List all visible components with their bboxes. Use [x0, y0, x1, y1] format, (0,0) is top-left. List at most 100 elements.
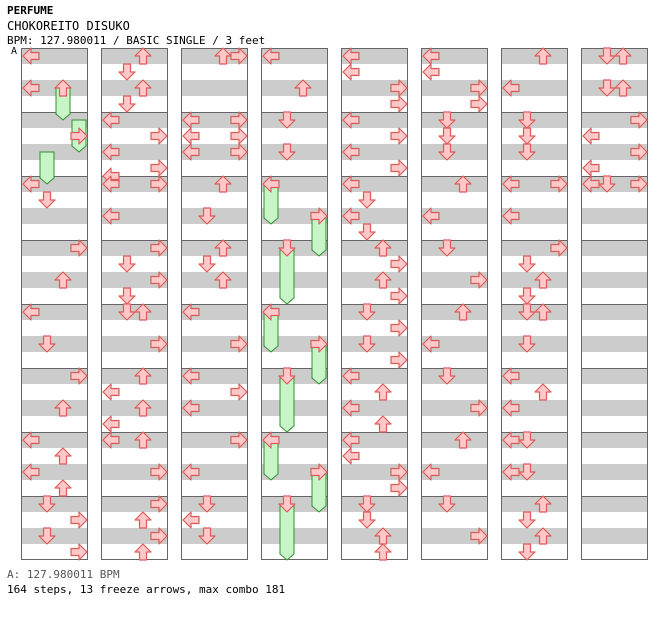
arrow-left-icon: [102, 415, 120, 433]
arrow-right-icon: [230, 143, 248, 161]
arrow-down-icon: [598, 47, 616, 65]
arrow-right-icon: [230, 383, 248, 401]
arrow-right-icon: [630, 175, 648, 193]
arrow-right-icon: [70, 367, 88, 385]
arrow-down-icon: [278, 111, 296, 129]
arrow-left-icon: [262, 431, 280, 449]
beat-stripe: [581, 528, 648, 544]
arrow-down-icon: [518, 111, 536, 129]
arrow-up-icon: [54, 79, 72, 97]
arrow-left-icon: [422, 335, 440, 353]
arrow-down-icon: [118, 95, 136, 113]
arrow-left-icon: [182, 127, 200, 145]
arrow-up-icon: [54, 399, 72, 417]
arrow-right-icon: [310, 207, 328, 225]
arrow-right-icon: [390, 287, 408, 305]
beat-stripe: [581, 208, 648, 224]
arrow-right-icon: [470, 271, 488, 289]
arrow-down-icon: [198, 527, 216, 545]
arrow-down-icon: [358, 511, 376, 529]
arrow-left-icon: [582, 159, 600, 177]
arrow-right-icon: [470, 79, 488, 97]
arrow-left-icon: [342, 47, 360, 65]
arrow-down-icon: [278, 239, 296, 257]
arrow-down-icon: [438, 367, 456, 385]
beat-stripe: [181, 80, 248, 96]
column-border: [261, 48, 328, 560]
arrow-left-icon: [342, 399, 360, 417]
arrow-down-icon: [518, 511, 536, 529]
arrow-up-icon: [134, 511, 152, 529]
arrow-left-icon: [422, 207, 440, 225]
arrow-down-icon: [198, 207, 216, 225]
arrow-down-icon: [38, 191, 56, 209]
arrow-up-icon: [54, 271, 72, 289]
chart-column: [261, 47, 328, 561]
column-border: [421, 48, 488, 560]
arrow-down-icon: [38, 527, 56, 545]
arrow-left-icon: [102, 175, 120, 193]
arrow-left-icon: [342, 447, 360, 465]
arrow-left-icon: [342, 63, 360, 81]
column-border: [21, 48, 88, 560]
arrow-up-icon: [134, 367, 152, 385]
arrow-left-icon: [582, 127, 600, 145]
arrow-left-icon: [22, 463, 40, 481]
arrow-left-icon: [22, 303, 40, 321]
column-border: [101, 48, 168, 560]
arrow-up-icon: [134, 79, 152, 97]
column-border: [581, 48, 648, 560]
song-title: CHOKOREITO DISUKO: [7, 19, 130, 33]
arrow-right-icon: [390, 95, 408, 113]
arrow-down-icon: [358, 223, 376, 241]
arrow-right-icon: [150, 527, 168, 545]
arrow-left-icon: [102, 207, 120, 225]
arrow-right-icon: [230, 127, 248, 145]
arrow-up-icon: [534, 383, 552, 401]
arrow-down-icon: [438, 495, 456, 513]
arrow-right-icon: [150, 335, 168, 353]
beat-stripe: [581, 368, 648, 384]
arrow-left-icon: [342, 207, 360, 225]
beat-stripe: [581, 304, 648, 320]
arrow-up-icon: [374, 271, 392, 289]
arrow-down-icon: [518, 127, 536, 145]
arrow-left-icon: [102, 143, 120, 161]
arrow-up-icon: [534, 271, 552, 289]
beat-stripe: [581, 336, 648, 352]
arrow-up-icon: [374, 383, 392, 401]
arrow-up-icon: [214, 175, 232, 193]
arrow-left-icon: [502, 399, 520, 417]
arrow-right-icon: [470, 527, 488, 545]
chart-column: [21, 47, 88, 561]
arrow-up-icon: [134, 431, 152, 449]
step-statistics: 164 steps, 13 freeze arrows, max combo 1…: [7, 583, 286, 596]
arrow-down-icon: [518, 543, 536, 561]
arrow-right-icon: [390, 127, 408, 145]
arrow-right-icon: [630, 111, 648, 129]
arrow-left-icon: [422, 63, 440, 81]
beat-stripe: [581, 400, 648, 416]
arrow-left-icon: [182, 303, 200, 321]
arrow-right-icon: [150, 463, 168, 481]
arrow-right-icon: [70, 239, 88, 257]
arrow-right-icon: [550, 239, 568, 257]
arrow-right-icon: [70, 543, 88, 561]
arrow-down-icon: [518, 335, 536, 353]
arrow-left-icon: [262, 303, 280, 321]
bpm-marker: A: [11, 46, 18, 57]
arrow-down-icon: [358, 495, 376, 513]
arrow-down-icon: [198, 495, 216, 513]
arrow-left-icon: [182, 463, 200, 481]
arrow-right-icon: [150, 159, 168, 177]
arrow-right-icon: [390, 479, 408, 497]
arrow-up-icon: [54, 447, 72, 465]
arrow-up-icon: [614, 47, 632, 65]
beat-stripe: [581, 272, 648, 288]
arrow-left-icon: [102, 111, 120, 129]
arrow-down-icon: [38, 495, 56, 513]
arrow-up-icon: [614, 79, 632, 97]
beat-stripe: [581, 464, 648, 480]
arrow-right-icon: [390, 319, 408, 337]
arrow-right-icon: [150, 495, 168, 513]
